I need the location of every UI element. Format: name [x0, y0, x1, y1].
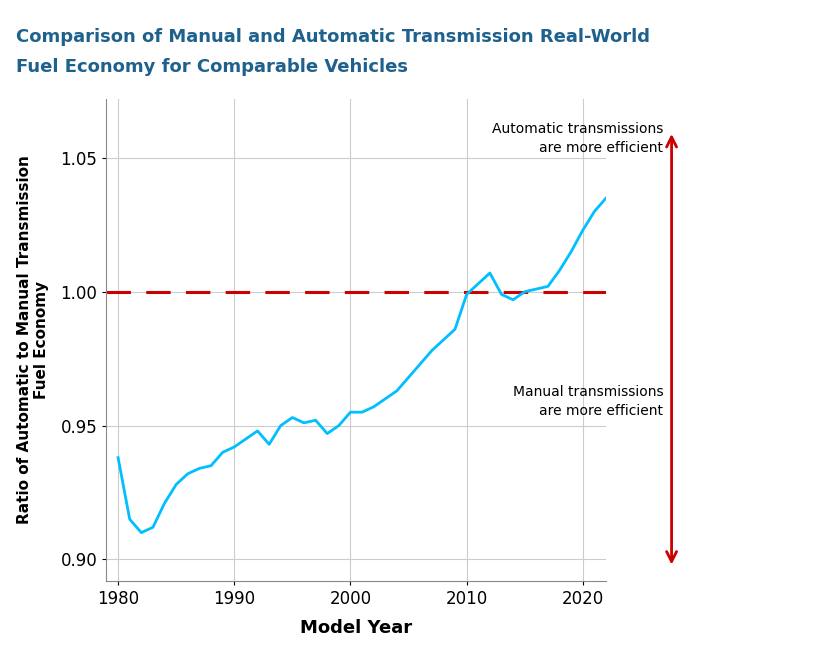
Text: Automatic transmissions
are more efficient: Automatic transmissions are more efficie… — [492, 122, 663, 154]
X-axis label: Model Year: Model Year — [301, 619, 412, 637]
Text: Fuel Economy for Comparable Vehicles: Fuel Economy for Comparable Vehicles — [16, 58, 409, 76]
Text: Comparison of Manual and Automatic Transmission Real-World: Comparison of Manual and Automatic Trans… — [16, 28, 650, 46]
Text: Manual transmissions
are more efficient: Manual transmissions are more efficient — [513, 385, 663, 418]
Y-axis label: Ratio of Automatic to Manual Transmission
Fuel Economy: Ratio of Automatic to Manual Transmissio… — [17, 156, 49, 524]
